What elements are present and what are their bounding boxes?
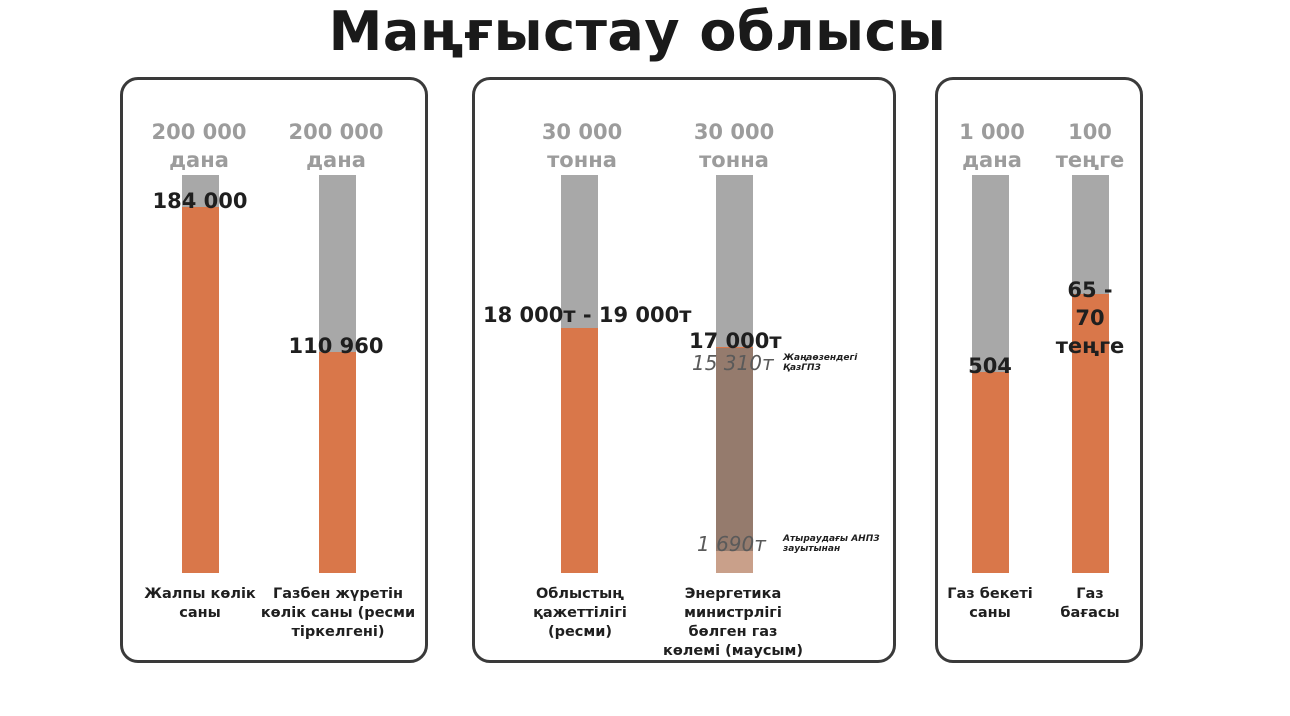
category-label: Жалпы көлік саны — [144, 586, 256, 621]
bar-track — [972, 175, 1009, 573]
bar-track — [319, 175, 356, 573]
category-label: Газбен жүретін көлік саны (ресми тіркелг… — [260, 586, 416, 640]
segment-value-label: 15 310т — [692, 351, 774, 375]
value-label: 504 — [968, 354, 1012, 378]
bar — [1072, 294, 1109, 573]
bar — [972, 372, 1009, 573]
value-label: 65 - 70 теңге — [1055, 278, 1125, 358]
category-label: Энергетика министрлігі бөлген газ көлемі… — [662, 586, 804, 659]
chart-title: Маңғыстау облысы — [328, 0, 947, 63]
bar-segment — [716, 348, 753, 551]
category-label: Облыстың қажеттілігі (ресми) — [533, 586, 627, 640]
bar-track — [182, 175, 219, 573]
bar-track — [1072, 175, 1109, 573]
panel-vehicles — [120, 77, 428, 663]
segment-value-label: 1 690т — [697, 532, 766, 556]
bar — [319, 352, 356, 573]
bar-track — [716, 175, 753, 573]
category-label: Газ бағасы — [1060, 586, 1120, 621]
max-label: 200 000 дана — [288, 120, 384, 172]
max-label: 200 000 дана — [151, 120, 247, 172]
bar-track — [561, 175, 598, 573]
value-label: 110 960 — [288, 334, 384, 358]
max-label: 100 теңге — [1055, 120, 1125, 172]
panel-gas-volume — [472, 77, 896, 663]
bar — [561, 328, 598, 573]
bar-segment — [716, 551, 753, 573]
max-label: 30 000 тонна — [693, 120, 775, 172]
segment-note: Жаңаөзендегі ҚазГПЗ — [783, 353, 858, 373]
value-label: 18 000т - 19 000т — [483, 303, 692, 327]
max-label: 1 000 дана — [959, 120, 1025, 172]
bar — [182, 207, 219, 573]
segment-note: Атыраудағы АНПЗ зауытынан — [783, 534, 880, 554]
max-label: 30 000 тонна — [541, 120, 623, 172]
value-label: 17 000т — [689, 329, 782, 353]
value-label: 184 000 — [152, 189, 248, 213]
category-label: Газ бекеті саны — [947, 586, 1033, 621]
